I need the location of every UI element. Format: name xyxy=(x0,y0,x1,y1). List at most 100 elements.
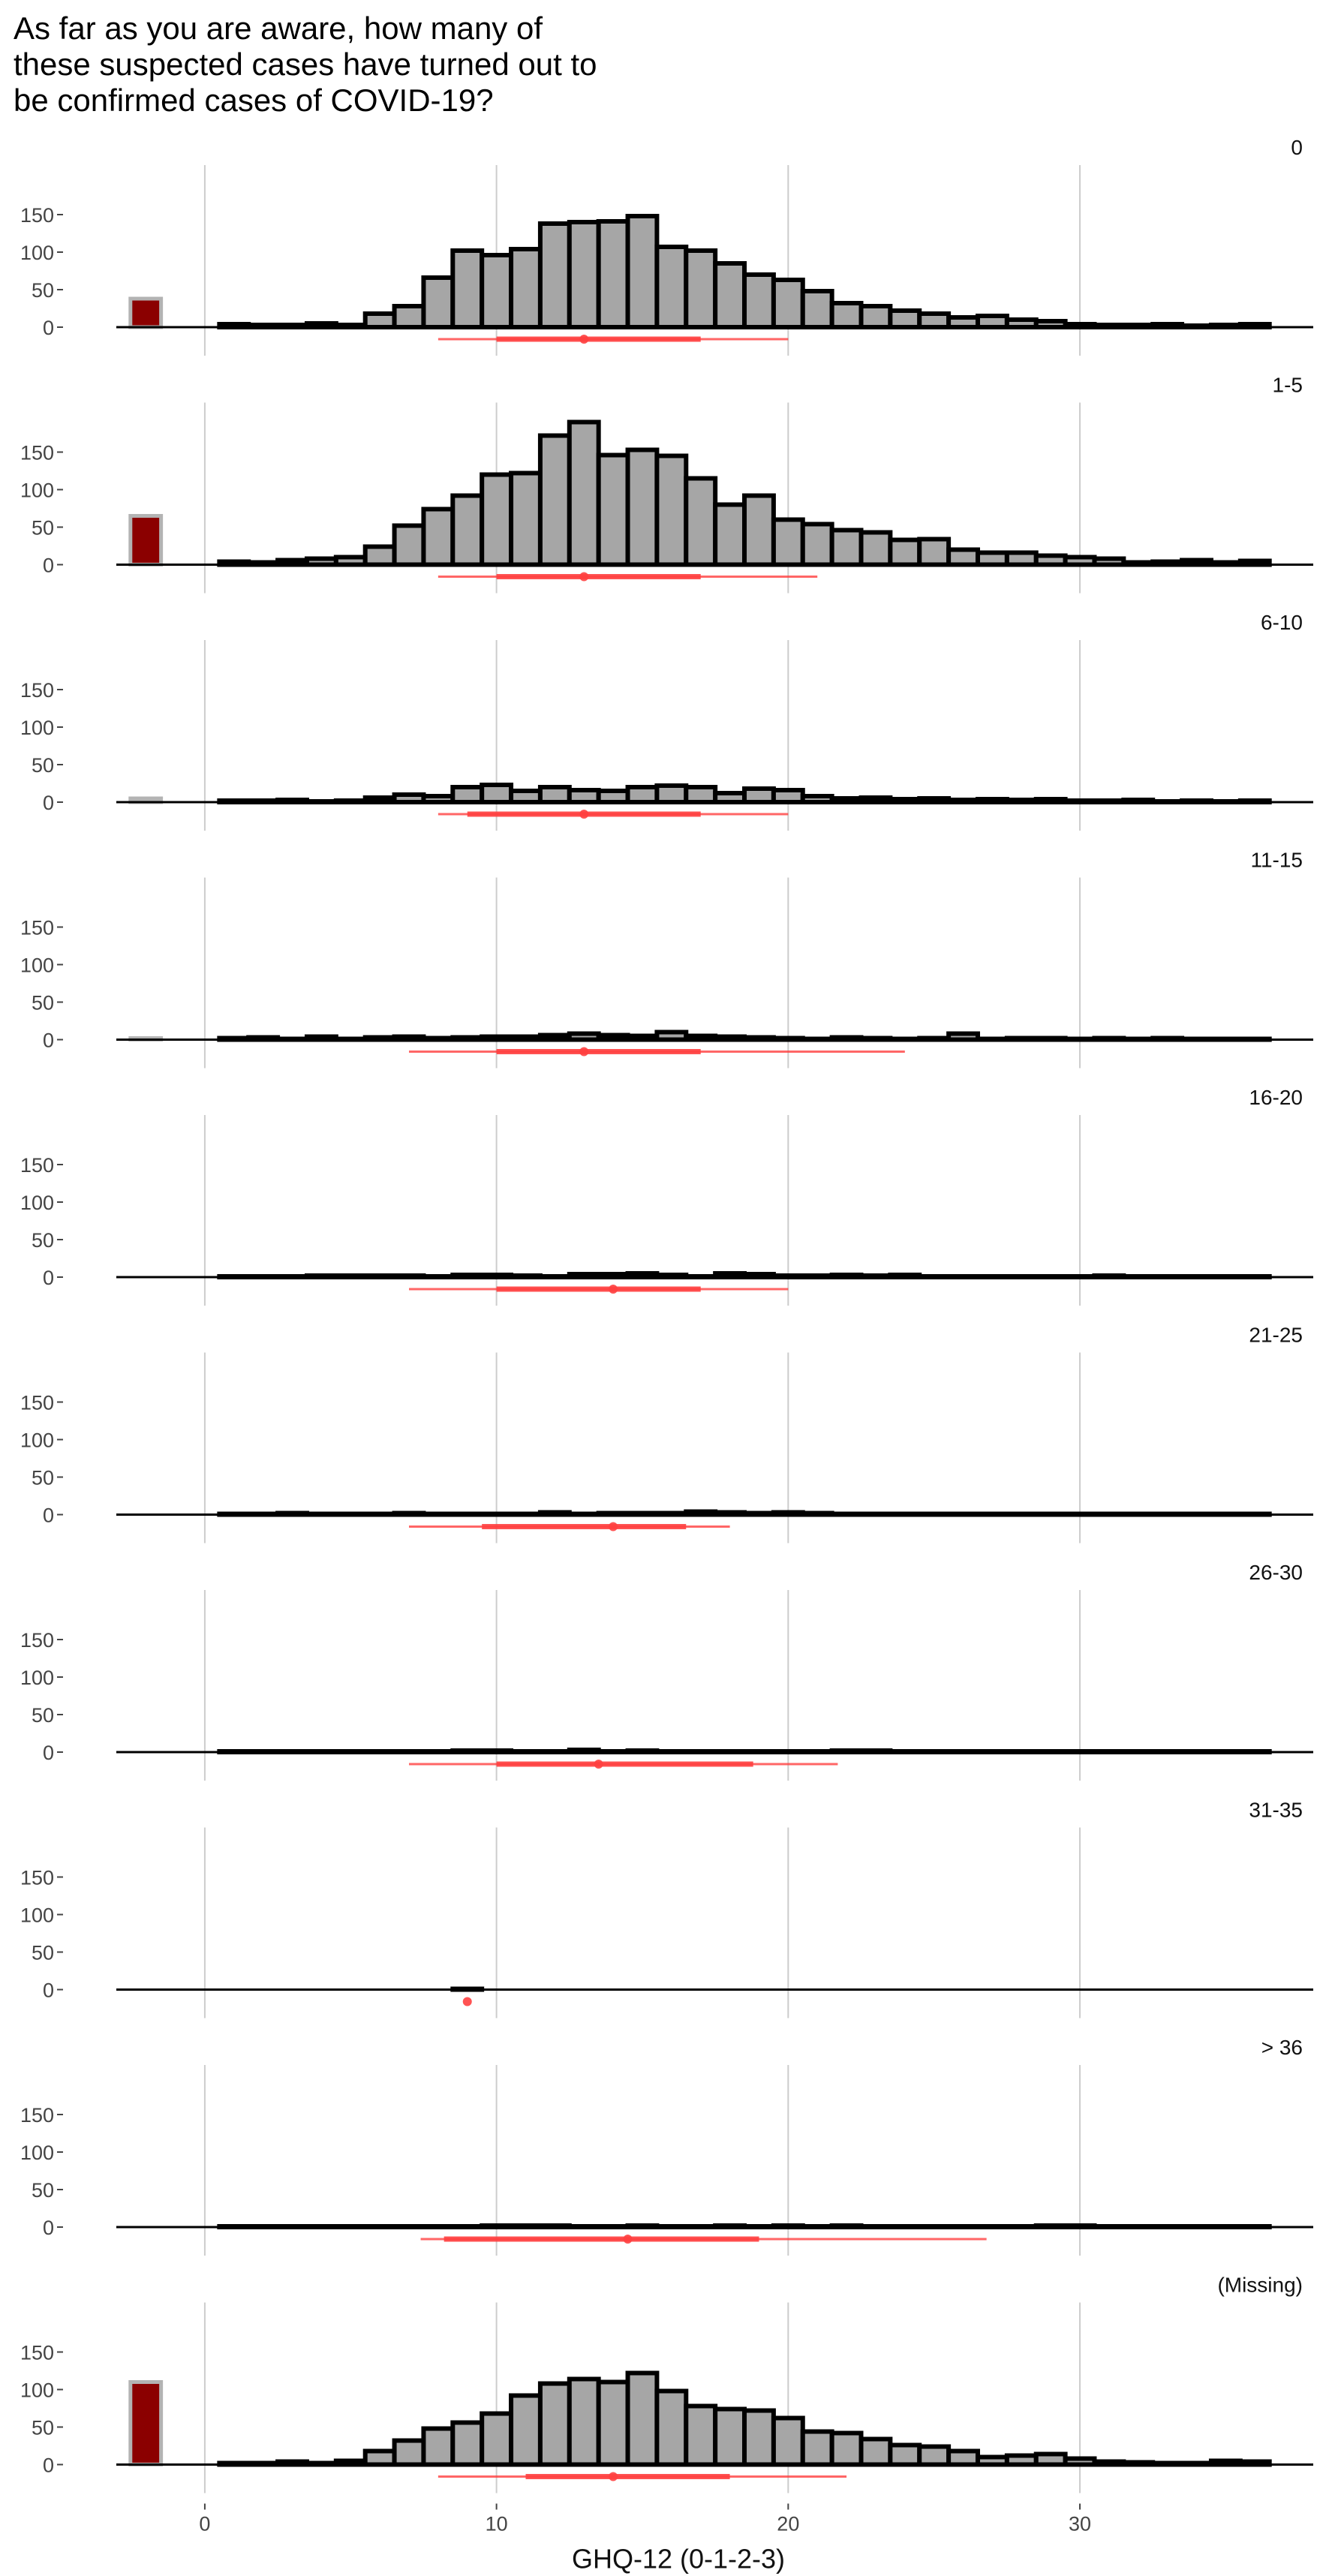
y-tick-label: 100 xyxy=(20,717,54,739)
histogram-bar xyxy=(888,537,922,567)
histogram-bar xyxy=(858,530,893,567)
histogram-bar xyxy=(480,472,514,567)
histogram-bar xyxy=(567,788,601,804)
histogram-bar xyxy=(858,304,893,329)
histogram-bar xyxy=(917,311,952,329)
y-tick-label: 100 xyxy=(20,2379,54,2402)
histogram-bar xyxy=(450,785,485,804)
median-point xyxy=(579,572,589,582)
y-tick-label: 100 xyxy=(20,1429,54,1452)
y-tick-label: 100 xyxy=(20,954,54,977)
histogram-bar xyxy=(450,493,485,567)
y-tick-label: 100 xyxy=(20,1667,54,1689)
histogram-bar xyxy=(829,2430,864,2467)
y-tick-label: 50 xyxy=(32,2179,54,2202)
y-tick-label: 0 xyxy=(43,1742,54,1764)
median-point xyxy=(609,2472,618,2481)
y-tick-label: 50 xyxy=(32,992,54,1014)
y-tick-label: 150 xyxy=(20,1867,54,1889)
missing-bar xyxy=(128,514,164,567)
histogram-bar xyxy=(946,547,980,567)
panels-group: 00501001501-50501001506-1005010015011-15… xyxy=(20,136,1313,2493)
histogram-bar xyxy=(684,2403,718,2467)
panel-3: 11-15 0 50 100 150 xyxy=(20,849,1313,1069)
y-tick-label: 0 xyxy=(43,1979,54,2002)
histogram-bar xyxy=(625,785,660,804)
missing-bar xyxy=(128,296,164,329)
y-tick-label: 150 xyxy=(20,2342,54,2364)
y-tick-label: 150 xyxy=(20,1154,54,1177)
histogram-bar xyxy=(771,278,805,329)
histogram-bar xyxy=(450,248,485,329)
histogram-bar xyxy=(596,452,630,567)
histogram-bar xyxy=(888,2442,922,2467)
y-tick-label: 0 xyxy=(43,555,54,577)
histogram-bar xyxy=(450,2420,485,2467)
y-tick-label: 150 xyxy=(20,1392,54,1414)
y-tick-label: 150 xyxy=(20,917,54,939)
histogram-bar xyxy=(1004,550,1039,567)
panel-strip-label: 1-5 xyxy=(1273,374,1303,397)
histogram-bar xyxy=(625,214,660,329)
y-tick-label: 100 xyxy=(20,1904,54,1927)
y-tick-label: 0 xyxy=(43,792,54,814)
histogram-bar xyxy=(421,2426,456,2467)
histogram-bar xyxy=(742,493,776,567)
histogram-bar xyxy=(596,2379,630,2467)
y-tick-label: 100 xyxy=(20,479,54,502)
y-tick-label: 50 xyxy=(32,1704,54,1727)
y-tick-label: 100 xyxy=(20,2142,54,2164)
y-tick-label: 50 xyxy=(32,1229,54,1252)
histogram-bar xyxy=(888,308,922,329)
x-tick-label: 0 xyxy=(199,2513,210,2535)
y-tick-label: 100 xyxy=(20,1192,54,1214)
median-point xyxy=(623,2235,633,2244)
histogram-bar xyxy=(509,470,543,567)
y-tick-label: 150 xyxy=(20,2104,54,2127)
histogram-bar xyxy=(742,786,776,804)
histogram-bar xyxy=(713,261,747,329)
panel-2: 6-10 0 50 100 150 xyxy=(20,611,1313,831)
histogram-bar xyxy=(654,453,689,567)
histogram-bar xyxy=(771,517,805,567)
x-axis-title: GHQ-12 (0-1-2-3) xyxy=(572,2544,785,2574)
histogram-bar xyxy=(684,785,718,804)
panel-strip-label: 31-35 xyxy=(1249,1799,1303,1822)
histogram-bar xyxy=(946,2448,980,2467)
histogram-bar xyxy=(800,289,834,329)
y-tick-label: 0 xyxy=(43,2454,54,2477)
histogram-bar xyxy=(800,2429,834,2467)
histogram-bar xyxy=(946,315,980,329)
panel-strip-label: > 36 xyxy=(1261,2036,1303,2059)
panel-strip-label: 16-20 xyxy=(1249,1086,1303,1109)
median-point xyxy=(609,1522,618,1531)
panel-strip-label: 26-30 xyxy=(1249,1561,1303,1584)
histogram-bar xyxy=(596,219,630,329)
histogram-bar xyxy=(1004,2453,1039,2467)
median-point xyxy=(609,1285,618,1294)
histogram-bar xyxy=(654,245,689,329)
histogram-bar xyxy=(362,544,397,567)
y-tick-label: 0 xyxy=(43,317,54,339)
histogram-bar xyxy=(917,2444,952,2467)
panel-9: (Missing) 0 50 100 150 xyxy=(20,2274,1313,2493)
histogram-bar xyxy=(771,788,805,804)
histogram-bar xyxy=(537,221,572,329)
histogram-bar xyxy=(567,2376,601,2467)
histogram-bar xyxy=(537,785,572,804)
panel-strip-label: (Missing) xyxy=(1217,2274,1303,2297)
histogram-bar xyxy=(829,528,864,567)
chart-title-line: these suspected cases have turned out to xyxy=(14,47,597,82)
histogram-bar xyxy=(1033,2451,1068,2467)
histogram-bar xyxy=(509,2393,543,2467)
histogram-bar xyxy=(625,447,660,567)
histogram-bar xyxy=(480,253,514,329)
histogram-bar xyxy=(742,2408,776,2467)
median-point xyxy=(579,1047,589,1057)
histogram-bar xyxy=(509,247,543,329)
y-tick-label: 0 xyxy=(43,1267,54,1289)
histogram-bar xyxy=(362,2448,397,2467)
histogram-bar xyxy=(917,537,952,567)
histogram-bar xyxy=(713,791,747,804)
y-tick-label: 100 xyxy=(20,242,54,264)
